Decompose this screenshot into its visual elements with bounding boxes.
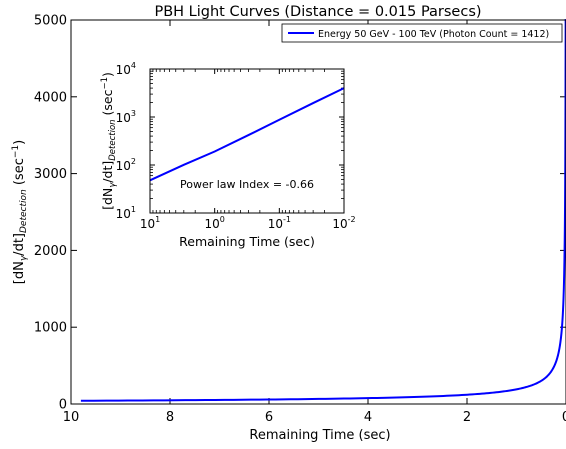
inset-y-tick-label: 103 — [116, 109, 136, 125]
y-axis-label: [dNγ/dt]Detection (sec−1) — [11, 140, 29, 284]
y-tick-label: 1000 — [34, 321, 67, 336]
inset-background — [150, 69, 344, 213]
y-tick-label: 4000 — [34, 90, 67, 105]
inset-plot-frame — [149, 68, 345, 214]
inset-annotation: Power law Index = -0.66 — [180, 178, 314, 191]
x-tick-label: 8 — [166, 410, 174, 425]
main-x-tick-labels: 10 8 6 4 2 0 — [63, 410, 566, 425]
inset-x-tick-label: 101 — [140, 215, 160, 231]
legend-label: Energy 50 GeV - 100 TeV (Photon Count = … — [318, 29, 549, 40]
x-axis-label: Remaining Time (sec) — [249, 428, 390, 443]
x-tick-label: 2 — [463, 410, 471, 425]
inset-y-tick-label: 101 — [116, 205, 136, 221]
y-tick-label: 3000 — [34, 167, 67, 182]
inset-x-tick-label: 10-2 — [332, 215, 355, 231]
y-tick-label: 0 — [59, 398, 67, 413]
inset-y-tick-label: 104 — [116, 61, 136, 77]
main-plot: PBH Light Curves (Distance = 0.015 Parse… — [11, 4, 566, 443]
legend: Energy 50 GeV - 100 TeV (Photon Count = … — [281, 23, 563, 43]
y-tick-label: 5000 — [34, 14, 67, 29]
legend-box — [281, 23, 563, 43]
main-y-tick-labels: 0 1000 2000 3000 4000 5000 — [34, 14, 67, 413]
inset-plot: 101 100 10-1 10-2 101 102 103 104 Power law In… — [100, 61, 356, 249]
main-series-line — [80, 19, 566, 402]
x-tick-label: 6 — [265, 410, 273, 425]
inset-x-axis-label: Remaining Time (sec) — [179, 234, 315, 249]
inset-series-line — [149, 87, 345, 182]
x-tick-label: 4 — [364, 410, 372, 425]
inset-x-tick-label: 100 — [204, 215, 224, 231]
inset-y-tick-labels: 101 102 103 104 — [116, 61, 136, 221]
inset-y-axis-label: [dNγ/dt]Detection (sec−1) — [100, 72, 118, 210]
x-tick-label: 0 — [562, 410, 566, 425]
main-plot-frame — [70, 19, 566, 405]
inset-x-tick-label: 10-1 — [268, 215, 291, 231]
y-tick-label: 2000 — [34, 244, 67, 259]
chart-title: PBH Light Curves (Distance = 0.015 Parse… — [154, 4, 481, 20]
inset-y-tick-label: 102 — [116, 157, 136, 173]
inset-x-tick-labels: 101 100 10-1 10-2 — [140, 215, 356, 231]
x-tick-label: 10 — [63, 410, 80, 425]
